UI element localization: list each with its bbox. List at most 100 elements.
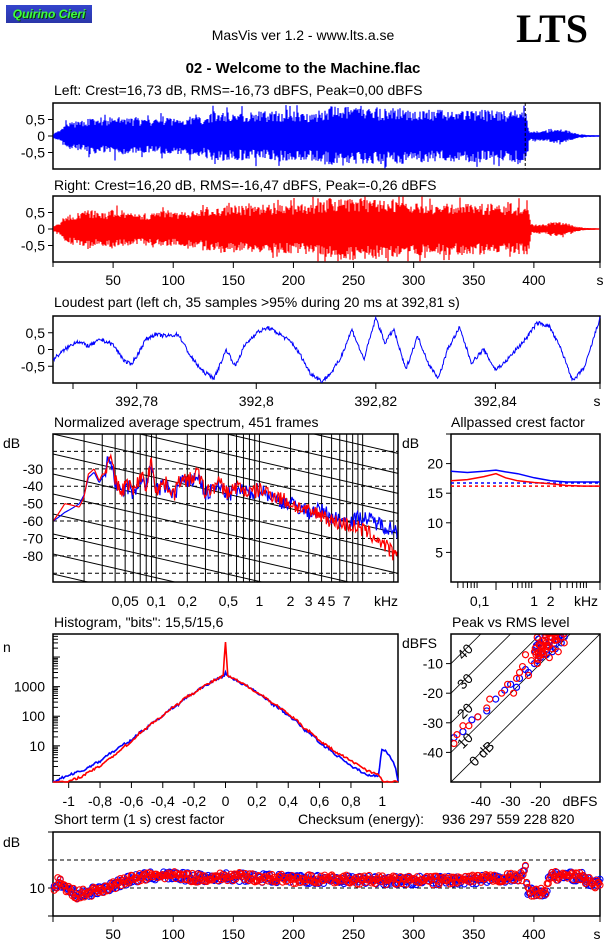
peak-vs-rms-point xyxy=(564,610,570,616)
peak-vs-rms-point xyxy=(559,613,565,619)
short-term-crest-ytick-label: 10 xyxy=(29,880,45,896)
time-axis-label: 100 xyxy=(162,272,186,288)
spectrum-slope-line xyxy=(53,473,398,554)
short-term-crest-xtick-label: 100 xyxy=(162,926,186,942)
spectrum-xtick-label: 5 xyxy=(328,593,336,609)
peak-vs-rms-diagonal xyxy=(451,634,541,724)
peak-vs-rms-point xyxy=(559,621,565,627)
peak-vs-rms-point xyxy=(474,713,482,721)
peak-vs-rms-ytick-label: -20 xyxy=(423,685,443,701)
histogram-right-line xyxy=(53,642,399,783)
short-term-crest-point xyxy=(389,872,397,880)
short-term-crest-xtick-label: 200 xyxy=(282,926,306,942)
short-term-crest-xtick-label: 150 xyxy=(222,926,246,942)
short-term-crest-point xyxy=(487,871,495,879)
spectrum-xtick-label: 0,5 xyxy=(219,593,239,609)
peak-vs-rms-point xyxy=(509,689,518,697)
time-axis-label: 150 xyxy=(222,272,246,288)
short-term-crest-point xyxy=(596,881,604,889)
short-term-crest-frame xyxy=(52,831,601,917)
short-term-crest-point xyxy=(214,877,222,885)
checksum-value: 936 297 559 228 820 xyxy=(442,811,575,827)
spectrum-xtick-label: 2 xyxy=(287,593,295,609)
peak-vs-rms-diagonal xyxy=(451,634,512,694)
short-term-crest-xtick-label: s xyxy=(594,926,601,942)
short-term-crest-point xyxy=(87,892,96,900)
allpassed-crest-left-line xyxy=(450,469,600,483)
peak-vs-rms-point xyxy=(552,634,557,635)
short-term-crest-point xyxy=(66,884,74,892)
spectrum-slope-line xyxy=(137,434,398,494)
histogram-frame xyxy=(52,633,399,783)
histogram-title: Histogram, "bits": 15,5/15,6 xyxy=(54,614,224,630)
spectrum-slope-line xyxy=(53,573,91,582)
histogram-ytick-label: 1000 xyxy=(14,679,45,695)
peak-vs-rms-point xyxy=(524,668,533,677)
peak-vs-rms-point xyxy=(562,634,567,635)
peak-vs-rms-point xyxy=(468,716,476,724)
peak-vs-rms-point xyxy=(544,634,552,638)
spectrum-xtick-label: 7 xyxy=(343,593,351,609)
histogram-xtick-label: -1 xyxy=(62,793,75,809)
peak-vs-rms-point xyxy=(552,634,557,635)
spectrum-ytick-label: -60 xyxy=(23,513,43,529)
short-term-crest-point xyxy=(514,877,522,885)
left-waveform-title: Left: Crest=16,73 dB, RMS=-16,73 dBFS, P… xyxy=(54,82,423,98)
histogram-xtick-label: 0,8 xyxy=(341,793,361,809)
time-axis-label: 200 xyxy=(282,272,306,288)
short-term-crest-xtick-label: 350 xyxy=(462,926,486,942)
file-title: 02 - Welcome to the Machine.flac xyxy=(185,60,421,77)
short-term-crest-point xyxy=(192,878,200,886)
peak-vs-rms-point xyxy=(465,722,473,730)
loudest-part-xtick-label: 392,78 xyxy=(115,393,158,409)
loudest-part-title: Loudest part (left ch, 35 samples >95% d… xyxy=(54,294,460,310)
spectrum-slope-line xyxy=(53,553,177,582)
time-axis-label: s xyxy=(597,272,604,288)
peak-vs-rms-point xyxy=(542,634,550,641)
allpassed-crest-ytick-label: 20 xyxy=(427,456,443,472)
right-waveform-ytick-label: 0 xyxy=(37,221,45,237)
peak-vs-rms-point xyxy=(555,613,561,619)
loudest-part-xtick-label: 392,84 xyxy=(474,393,517,409)
histogram-left-line xyxy=(52,669,399,783)
allpassed-crest-xtick-label: 1 xyxy=(530,593,538,609)
short-term-crest-point xyxy=(570,876,578,884)
short-term-crest-xtick-label: 50 xyxy=(105,926,121,942)
peak-vs-rms-point xyxy=(562,620,568,626)
short-term-crest-point xyxy=(544,879,552,887)
histogram-ytick-label: 100 xyxy=(22,708,46,724)
peak-vs-rms-diagonal-label: 40 xyxy=(454,640,476,662)
peak-vs-rms-point xyxy=(548,623,554,629)
spectrum-frame xyxy=(52,433,399,583)
spectrum-slope-line xyxy=(311,434,398,454)
allpassed-crest-frame xyxy=(450,433,601,583)
peak-vs-rms-point xyxy=(521,651,530,659)
spectrum-xtick-label: 3 xyxy=(305,593,313,609)
histogram-xtick-label: 0,4 xyxy=(278,793,298,809)
peak-vs-rms-diagonals xyxy=(451,634,600,782)
histogram-xtick-label: -0,2 xyxy=(182,793,206,809)
loudest-part-xtick-label: 392,8 xyxy=(239,393,274,409)
spectrum-slope-line xyxy=(53,513,351,582)
short-term-crest-title: Short term (1 s) crest factor xyxy=(54,811,225,827)
spectrum-slope-line xyxy=(53,434,398,514)
histogram-xtick-label: 0 xyxy=(222,793,230,809)
peak-vs-rms-point xyxy=(518,662,527,671)
peak-vs-rms-point xyxy=(556,619,562,625)
histogram-xtick-label: 1 xyxy=(378,793,386,809)
peak-vs-rms-xtick-label: -40 xyxy=(471,793,491,809)
peak-vs-rms-ytick-label: -40 xyxy=(423,744,443,760)
histogram-xtick-label: 0,2 xyxy=(247,793,267,809)
peak-vs-rms-point xyxy=(565,625,571,631)
peak-vs-rms-point xyxy=(459,722,467,730)
short-term-crest-ylabel: dB xyxy=(3,834,20,850)
peak-vs-rms-point xyxy=(562,609,568,615)
short-term-crest-point xyxy=(328,871,336,879)
spectrum-title: Normalized average spectrum, 451 frames xyxy=(54,414,319,430)
peak-vs-rms-point xyxy=(564,616,570,622)
loudest-part-line xyxy=(52,315,601,383)
short-term-crest-point xyxy=(523,878,531,886)
peak-vs-rms-point xyxy=(549,622,555,628)
left-waveform-ytick-label: 0,5 xyxy=(26,112,46,128)
allpassed-crest-ytick-label: 5 xyxy=(435,544,443,560)
